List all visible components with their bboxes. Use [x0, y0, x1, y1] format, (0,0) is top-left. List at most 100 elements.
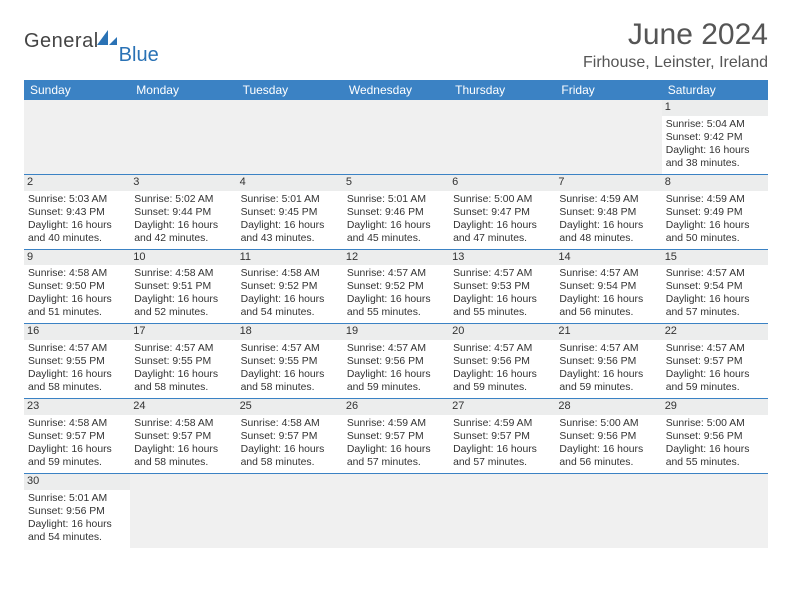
- weekday-header: Thursday: [449, 80, 555, 100]
- day-number: 6: [449, 175, 555, 191]
- day-details: Sunrise: 4:57 AM Sunset: 9:55 PM Dayligh…: [134, 342, 232, 394]
- day-details: Sunrise: 4:58 AM Sunset: 9:57 PM Dayligh…: [134, 417, 232, 469]
- calendar-day: 9Sunrise: 4:58 AM Sunset: 9:50 PM Daylig…: [24, 250, 130, 324]
- calendar-day: 8 Sunrise: 4:59 AM Sunset: 9:49 PM Daylig…: [662, 175, 768, 249]
- day-details: Sunrise: 5:00 AM Sunset: 9:56 PM Dayligh…: [559, 417, 657, 469]
- day-details: Sunrise: 4:58 AM Sunset: 9:57 PM Dayligh…: [28, 417, 126, 469]
- week-row: 1 Sunrise: 5:04 AM Sunset: 9:42 PM Daylig…: [24, 100, 768, 175]
- day-number: 2: [24, 175, 130, 191]
- calendar: Sunday Monday Tuesday Wednesday Thursday…: [24, 80, 768, 548]
- day-details: Sunrise: 4:57 AM Sunset: 9:56 PM Dayligh…: [453, 342, 551, 394]
- calendar-day: 12Sunrise: 4:57 AM Sunset: 9:52 PM Dayli…: [343, 250, 449, 324]
- calendar-day: 16 Sunrise: 4:57 AM Sunset: 9:55 PM Dayli…: [24, 324, 130, 398]
- calendar-day-empty: [555, 100, 661, 174]
- day-details: Sunrise: 4:58 AM Sunset: 9:50 PM Dayligh…: [28, 267, 126, 319]
- day-number: 30: [24, 474, 130, 490]
- day-number: 12: [343, 250, 449, 266]
- day-details: Sunrise: 5:01 AM Sunset: 9:46 PM Dayligh…: [347, 193, 445, 245]
- day-number: 25: [237, 399, 343, 415]
- day-details: Sunrise: 4:58 AM Sunset: 9:51 PM Dayligh…: [134, 267, 232, 319]
- weekday-header: Wednesday: [343, 80, 449, 100]
- day-details: Sunrise: 5:00 AM Sunset: 9:56 PM Dayligh…: [666, 417, 764, 469]
- calendar-day-empty: [449, 474, 555, 548]
- day-details: Sunrise: 5:01 AM Sunset: 9:56 PM Dayligh…: [28, 492, 126, 544]
- calendar-day: 26 Sunrise: 4:59 AM Sunset: 9:57 PM Dayli…: [343, 399, 449, 473]
- day-number: 26: [343, 399, 449, 415]
- calendar-day: 27 Sunrise: 4:59 AM Sunset: 9:57 PM Dayli…: [449, 399, 555, 473]
- day-number: 7: [555, 175, 661, 191]
- day-number: 4: [237, 175, 343, 191]
- day-details: Sunrise: 4:57 AM Sunset: 9:55 PM Dayligh…: [28, 342, 126, 394]
- day-number: 1: [662, 100, 768, 116]
- day-details: Sunrise: 4:59 AM Sunset: 9:48 PM Dayligh…: [559, 193, 657, 245]
- calendar-day: 20 Sunrise: 4:57 AM Sunset: 9:56 PM Dayli…: [449, 324, 555, 398]
- logo-text-general: General: [24, 30, 99, 53]
- day-number: 16: [24, 324, 130, 340]
- calendar-day: 17 Sunrise: 4:57 AM Sunset: 9:55 PM Dayli…: [130, 324, 236, 398]
- day-details: Sunrise: 5:02 AM Sunset: 9:44 PM Dayligh…: [134, 193, 232, 245]
- day-details: Sunrise: 4:57 AM Sunset: 9:55 PM Dayligh…: [241, 342, 339, 394]
- calendar-day: 24 Sunrise: 4:58 AM Sunset: 9:57 PM Dayli…: [130, 399, 236, 473]
- calendar-day: 22 Sunrise: 4:57 AM Sunset: 9:57 PM Dayli…: [662, 324, 768, 398]
- calendar-day: 30 Sunrise: 5:01 AM Sunset: 9:56 PM Dayli…: [24, 474, 130, 548]
- weekday-header: Friday: [555, 80, 661, 100]
- calendar-day: 5 Sunrise: 5:01 AM Sunset: 9:46 PM Daylig…: [343, 175, 449, 249]
- day-number: 14: [555, 250, 661, 266]
- day-number: 5: [343, 175, 449, 191]
- day-details: Sunrise: 4:57 AM Sunset: 9:52 PM Dayligh…: [347, 267, 445, 319]
- weekday-header: Saturday: [662, 80, 768, 100]
- calendar-day-empty: [343, 474, 449, 548]
- header: General Blue June 2024 Firhouse, Leinste…: [24, 18, 768, 72]
- weekday-header: Sunday: [24, 80, 130, 100]
- calendar-day-empty: [130, 474, 236, 548]
- day-number: 20: [449, 324, 555, 340]
- weeks-container: 1 Sunrise: 5:04 AM Sunset: 9:42 PM Daylig…: [24, 100, 768, 548]
- calendar-day: 25Sunrise: 4:58 AM Sunset: 9:57 PM Dayli…: [237, 399, 343, 473]
- calendar-day-empty: [555, 474, 661, 548]
- day-details: Sunrise: 4:59 AM Sunset: 9:57 PM Dayligh…: [453, 417, 551, 469]
- day-details: Sunrise: 5:04 AM Sunset: 9:42 PM Dayligh…: [666, 118, 764, 170]
- logo-sail-icon: [97, 30, 119, 49]
- day-number: 3: [130, 175, 236, 191]
- day-number: 27: [449, 399, 555, 415]
- day-details: Sunrise: 4:59 AM Sunset: 9:49 PM Dayligh…: [666, 193, 764, 245]
- calendar-day: 21Sunrise: 4:57 AM Sunset: 9:56 PM Dayli…: [555, 324, 661, 398]
- day-number: 21: [555, 324, 661, 340]
- calendar-day: 4Sunrise: 5:01 AM Sunset: 9:45 PM Daylig…: [237, 175, 343, 249]
- day-details: Sunrise: 4:57 AM Sunset: 9:54 PM Dayligh…: [666, 267, 764, 319]
- day-details: Sunrise: 4:57 AM Sunset: 9:57 PM Dayligh…: [666, 342, 764, 394]
- location-subtitle: Firhouse, Leinster, Ireland: [583, 54, 768, 72]
- title-block: June 2024 Firhouse, Leinster, Ireland: [583, 18, 768, 72]
- day-number: 18: [237, 324, 343, 340]
- calendar-day-empty: [237, 474, 343, 548]
- calendar-day: 2Sunrise: 5:03 AM Sunset: 9:43 PM Daylig…: [24, 175, 130, 249]
- day-number: 29: [662, 399, 768, 415]
- calendar-day: 15Sunrise: 4:57 AM Sunset: 9:54 PM Dayli…: [662, 250, 768, 324]
- week-row: 16Sunrise: 4:57 AM Sunset: 9:55 PM Dayli…: [24, 324, 768, 399]
- logo-text-blue: Blue: [119, 44, 159, 67]
- day-details: Sunrise: 5:00 AM Sunset: 9:47 PM Dayligh…: [453, 193, 551, 245]
- day-number: 24: [130, 399, 236, 415]
- day-number: 13: [449, 250, 555, 266]
- day-number: 28: [555, 399, 661, 415]
- day-details: Sunrise: 4:59 AM Sunset: 9:57 PM Dayligh…: [347, 417, 445, 469]
- day-number: 17: [130, 324, 236, 340]
- weekday-header: Tuesday: [237, 80, 343, 100]
- calendar-day: 7 Sunrise: 4:59 AM Sunset: 9:48 PM Daylig…: [555, 175, 661, 249]
- calendar-day: 19Sunrise: 4:57 AM Sunset: 9:56 PM Dayli…: [343, 324, 449, 398]
- day-number: 22: [662, 324, 768, 340]
- day-number: 9: [24, 250, 130, 266]
- logo: General Blue: [24, 18, 161, 53]
- week-row: 9Sunrise: 4:58 AM Sunset: 9:50 PM Daylig…: [24, 250, 768, 325]
- calendar-day-empty: [24, 100, 130, 174]
- day-number: 10: [130, 250, 236, 266]
- calendar-day-empty: [662, 474, 768, 548]
- calendar-day: 10Sunrise: 4:58 AM Sunset: 9:51 PM Dayli…: [130, 250, 236, 324]
- day-number: 23: [24, 399, 130, 415]
- day-details: Sunrise: 4:57 AM Sunset: 9:53 PM Dayligh…: [453, 267, 551, 319]
- calendar-day: 13Sunrise: 4:57 AM Sunset: 9:53 PM Dayli…: [449, 250, 555, 324]
- calendar-day: 6 Sunrise: 5:00 AM Sunset: 9:47 PM Daylig…: [449, 175, 555, 249]
- calendar-day-empty: [343, 100, 449, 174]
- calendar-day-empty: [237, 100, 343, 174]
- day-number: 8: [662, 175, 768, 191]
